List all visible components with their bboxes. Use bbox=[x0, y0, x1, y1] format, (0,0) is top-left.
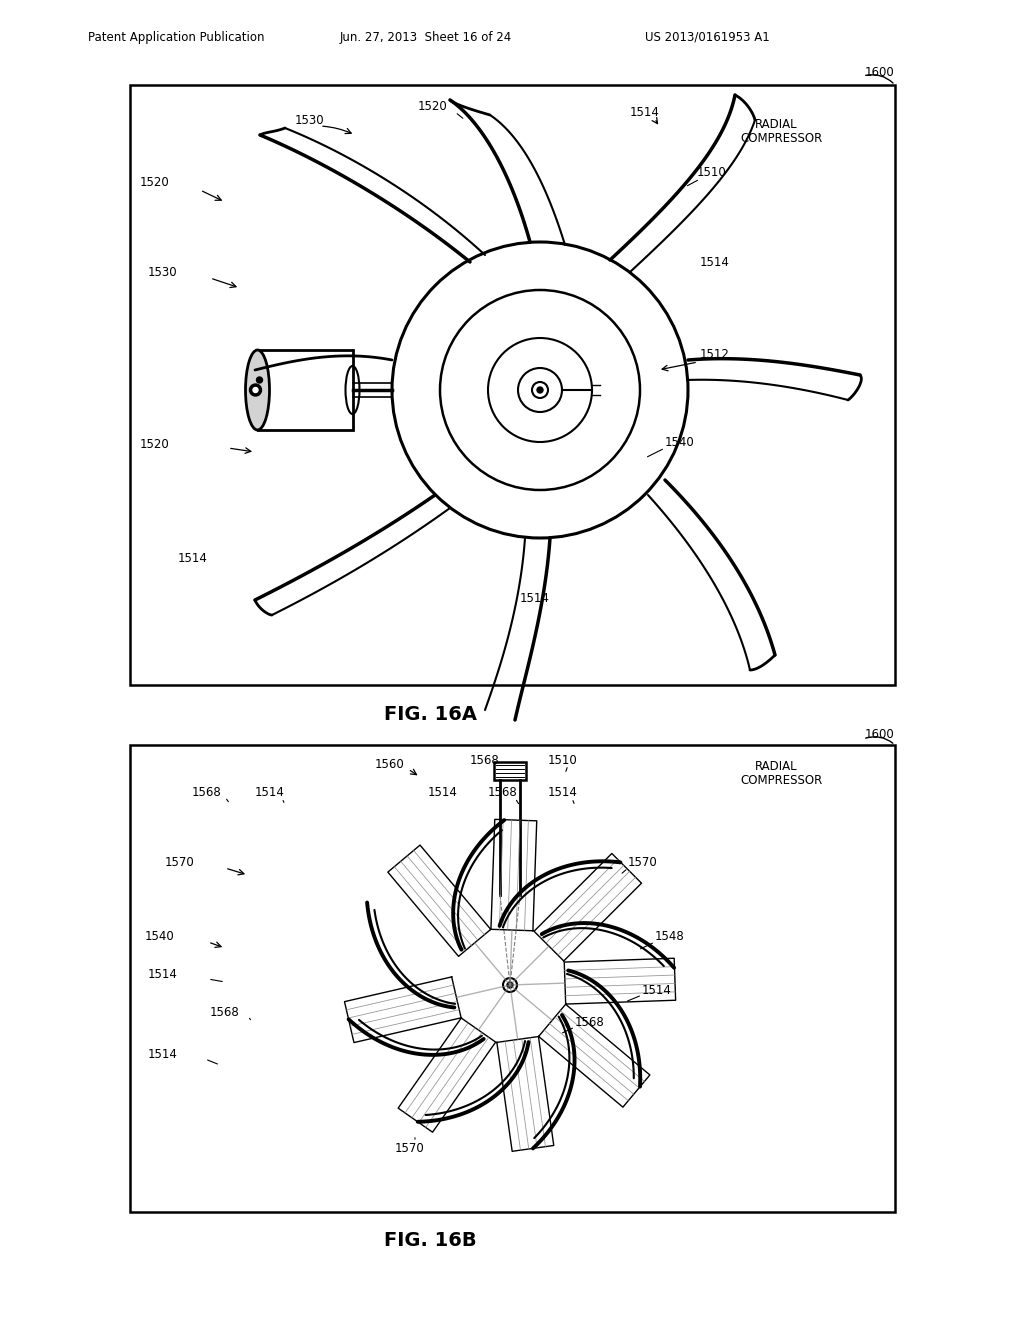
Text: FIG. 16B: FIG. 16B bbox=[384, 1230, 476, 1250]
Text: FIG. 16A: FIG. 16A bbox=[384, 705, 476, 725]
Text: 1514: 1514 bbox=[148, 1048, 178, 1061]
Text: 1514: 1514 bbox=[520, 591, 550, 605]
Text: Patent Application Publication: Patent Application Publication bbox=[88, 30, 264, 44]
Text: 1512: 1512 bbox=[700, 348, 730, 362]
Text: 1514: 1514 bbox=[148, 969, 178, 982]
Text: RADIAL: RADIAL bbox=[755, 760, 798, 774]
Text: 1568: 1568 bbox=[575, 1015, 605, 1028]
Text: 1568: 1568 bbox=[193, 787, 222, 800]
Text: 1570: 1570 bbox=[628, 855, 657, 869]
Text: US 2013/0161953 A1: US 2013/0161953 A1 bbox=[645, 30, 770, 44]
Text: 1510: 1510 bbox=[548, 754, 578, 767]
Text: 1514: 1514 bbox=[548, 787, 578, 800]
Text: 1510: 1510 bbox=[697, 165, 727, 178]
Text: 1514: 1514 bbox=[630, 106, 659, 119]
Text: 1568: 1568 bbox=[210, 1006, 240, 1019]
Text: 1600: 1600 bbox=[865, 729, 895, 742]
Circle shape bbox=[507, 982, 513, 987]
Circle shape bbox=[250, 384, 261, 396]
Text: 1570: 1570 bbox=[165, 855, 195, 869]
Bar bbox=[130, 744, 895, 1212]
Text: 1570: 1570 bbox=[395, 1142, 425, 1155]
Bar bbox=[257, 350, 352, 430]
Text: RADIAL: RADIAL bbox=[755, 119, 798, 132]
Text: 1568: 1568 bbox=[470, 754, 500, 767]
Text: 1540: 1540 bbox=[665, 436, 694, 449]
Circle shape bbox=[503, 978, 517, 993]
Text: 1514: 1514 bbox=[642, 983, 672, 997]
Text: 1540: 1540 bbox=[145, 931, 175, 944]
Text: COMPRESSOR: COMPRESSOR bbox=[740, 132, 822, 144]
Text: COMPRESSOR: COMPRESSOR bbox=[740, 774, 822, 787]
Text: 1600: 1600 bbox=[865, 66, 895, 78]
Text: Jun. 27, 2013  Sheet 16 of 24: Jun. 27, 2013 Sheet 16 of 24 bbox=[340, 30, 512, 44]
Text: 1530: 1530 bbox=[295, 114, 325, 127]
Ellipse shape bbox=[246, 350, 269, 430]
Bar bbox=[494, 762, 526, 780]
Text: 1514: 1514 bbox=[428, 787, 458, 800]
Bar bbox=[130, 84, 895, 685]
Text: 1530: 1530 bbox=[148, 265, 177, 279]
Text: 1520: 1520 bbox=[140, 438, 170, 451]
Text: 1514: 1514 bbox=[255, 787, 285, 800]
Text: 1514: 1514 bbox=[700, 256, 730, 268]
Text: 1520: 1520 bbox=[140, 176, 170, 189]
Text: 1568: 1568 bbox=[488, 787, 518, 800]
Text: 1520: 1520 bbox=[418, 100, 447, 114]
Text: 1560: 1560 bbox=[375, 758, 404, 771]
Circle shape bbox=[256, 378, 262, 383]
Circle shape bbox=[537, 387, 543, 393]
Circle shape bbox=[253, 388, 258, 392]
Text: 1548: 1548 bbox=[655, 931, 685, 944]
Text: 1514: 1514 bbox=[178, 552, 208, 565]
